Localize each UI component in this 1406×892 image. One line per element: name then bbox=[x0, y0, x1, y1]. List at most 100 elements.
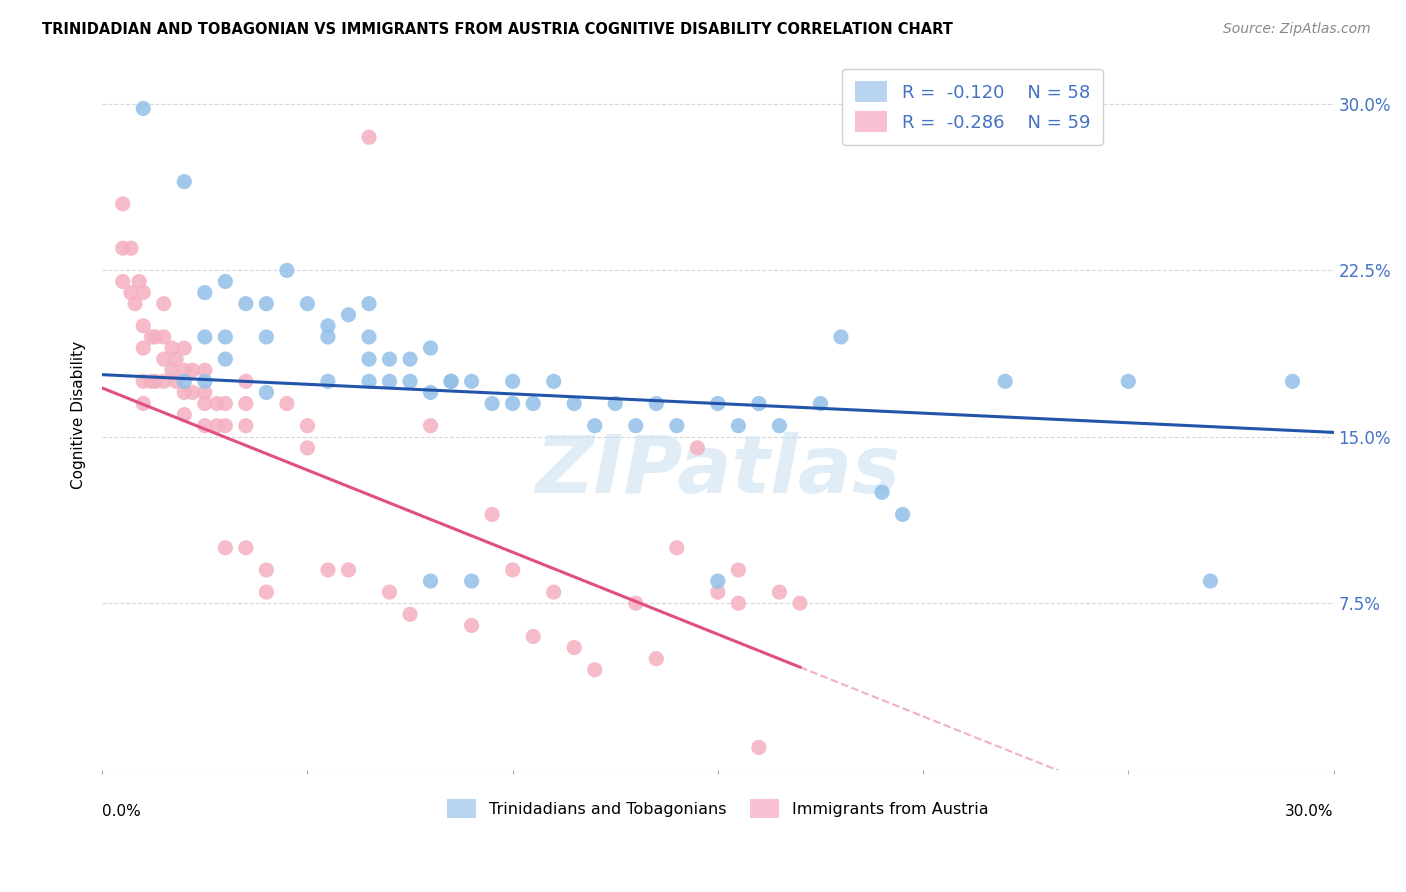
Point bbox=[254, 563, 277, 577]
Point bbox=[254, 585, 277, 599]
Point bbox=[132, 285, 155, 300]
Point bbox=[194, 375, 217, 389]
Point bbox=[276, 396, 298, 410]
Point bbox=[235, 296, 257, 310]
Point bbox=[132, 375, 155, 389]
Point bbox=[1116, 375, 1139, 389]
Point bbox=[173, 363, 195, 377]
Point bbox=[357, 352, 380, 367]
Point bbox=[160, 341, 183, 355]
Point bbox=[152, 352, 174, 367]
Point bbox=[214, 275, 236, 289]
Point bbox=[870, 485, 893, 500]
Point bbox=[419, 385, 441, 400]
Point bbox=[120, 285, 142, 300]
Point bbox=[830, 330, 852, 344]
Point bbox=[645, 651, 668, 665]
Point bbox=[254, 296, 277, 310]
Point bbox=[152, 375, 174, 389]
Point bbox=[357, 375, 380, 389]
Point bbox=[194, 396, 217, 410]
Point bbox=[378, 585, 401, 599]
Point bbox=[748, 740, 770, 755]
Point bbox=[1281, 375, 1303, 389]
Point bbox=[145, 330, 167, 344]
Point bbox=[111, 197, 134, 211]
Point bbox=[583, 418, 606, 433]
Point bbox=[205, 418, 228, 433]
Point bbox=[316, 375, 339, 389]
Point bbox=[254, 385, 277, 400]
Point bbox=[481, 396, 503, 410]
Point bbox=[194, 363, 217, 377]
Point bbox=[378, 375, 401, 389]
Point bbox=[120, 241, 142, 255]
Point bbox=[440, 375, 463, 389]
Point bbox=[111, 275, 134, 289]
Point bbox=[707, 585, 730, 599]
Point bbox=[173, 341, 195, 355]
Point bbox=[165, 352, 187, 367]
Point bbox=[194, 385, 217, 400]
Legend: Trinidadians and Tobagonians, Immigrants from Austria: Trinidadians and Tobagonians, Immigrants… bbox=[439, 791, 997, 826]
Point bbox=[727, 596, 749, 610]
Point bbox=[316, 318, 339, 333]
Point bbox=[337, 308, 360, 322]
Y-axis label: Cognitive Disability: Cognitive Disability bbox=[72, 341, 86, 489]
Point bbox=[214, 418, 236, 433]
Point bbox=[337, 563, 360, 577]
Point bbox=[522, 396, 544, 410]
Point bbox=[481, 508, 503, 522]
Point bbox=[235, 418, 257, 433]
Point bbox=[543, 585, 565, 599]
Point bbox=[789, 596, 811, 610]
Point bbox=[357, 330, 380, 344]
Point bbox=[235, 541, 257, 555]
Point bbox=[562, 396, 585, 410]
Point bbox=[891, 508, 914, 522]
Point bbox=[214, 541, 236, 555]
Point bbox=[768, 418, 790, 433]
Point bbox=[440, 375, 463, 389]
Point bbox=[132, 396, 155, 410]
Point bbox=[160, 363, 183, 377]
Point bbox=[132, 318, 155, 333]
Point bbox=[686, 441, 709, 455]
Point bbox=[297, 296, 319, 310]
Point bbox=[502, 396, 524, 410]
Point bbox=[145, 375, 167, 389]
Point bbox=[181, 385, 204, 400]
Point bbox=[460, 375, 482, 389]
Point bbox=[181, 363, 204, 377]
Point bbox=[276, 263, 298, 277]
Point bbox=[583, 663, 606, 677]
Point bbox=[502, 375, 524, 389]
Point bbox=[357, 130, 380, 145]
Point bbox=[141, 375, 163, 389]
Point bbox=[165, 375, 187, 389]
Point bbox=[419, 418, 441, 433]
Point bbox=[194, 330, 217, 344]
Point bbox=[748, 396, 770, 410]
Point bbox=[768, 585, 790, 599]
Point bbox=[205, 396, 228, 410]
Point bbox=[254, 330, 277, 344]
Point bbox=[173, 375, 195, 389]
Point bbox=[399, 375, 422, 389]
Point bbox=[727, 563, 749, 577]
Point bbox=[665, 418, 688, 433]
Point bbox=[810, 396, 832, 410]
Point bbox=[111, 241, 134, 255]
Point bbox=[132, 341, 155, 355]
Point bbox=[562, 640, 585, 655]
Point bbox=[645, 396, 668, 410]
Point bbox=[624, 596, 647, 610]
Point bbox=[173, 175, 195, 189]
Point bbox=[419, 574, 441, 588]
Point bbox=[502, 563, 524, 577]
Point bbox=[419, 341, 441, 355]
Point bbox=[707, 574, 730, 588]
Point bbox=[357, 296, 380, 310]
Point bbox=[399, 607, 422, 622]
Point bbox=[665, 541, 688, 555]
